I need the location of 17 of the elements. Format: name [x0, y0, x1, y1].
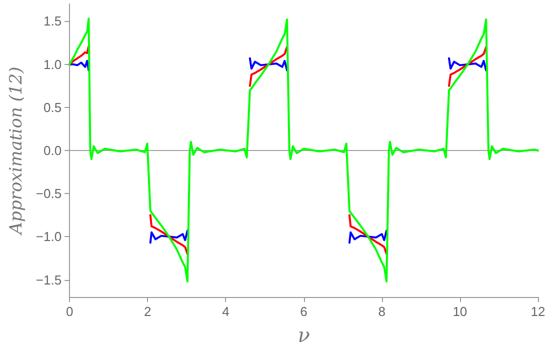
x-tick-label: 0 [66, 304, 74, 319]
y-tick-label: 1.5 [43, 14, 62, 29]
y-axis-title: Approximation (12) [6, 66, 26, 236]
line-series [68, 18, 539, 282]
y-tick-label: 0.0 [43, 143, 62, 158]
x-axis-title: ν [298, 323, 310, 347]
x-tick-label: 4 [222, 304, 230, 319]
y-tick-label: −0.5 [36, 186, 62, 202]
y-tick-label: −1.0 [36, 229, 62, 244]
y-tick-label: −1.5 [36, 272, 62, 288]
x-tick-label: 2 [144, 304, 152, 319]
x-tick-label: 6 [300, 304, 308, 319]
x-tick-label: 12 [530, 304, 546, 319]
y-tick-label: 0.5 [43, 100, 62, 115]
x-tick-label: 8 [378, 304, 386, 319]
x-tick-label: 10 [452, 304, 468, 319]
y-tick-label: 1.0 [43, 56, 62, 72]
